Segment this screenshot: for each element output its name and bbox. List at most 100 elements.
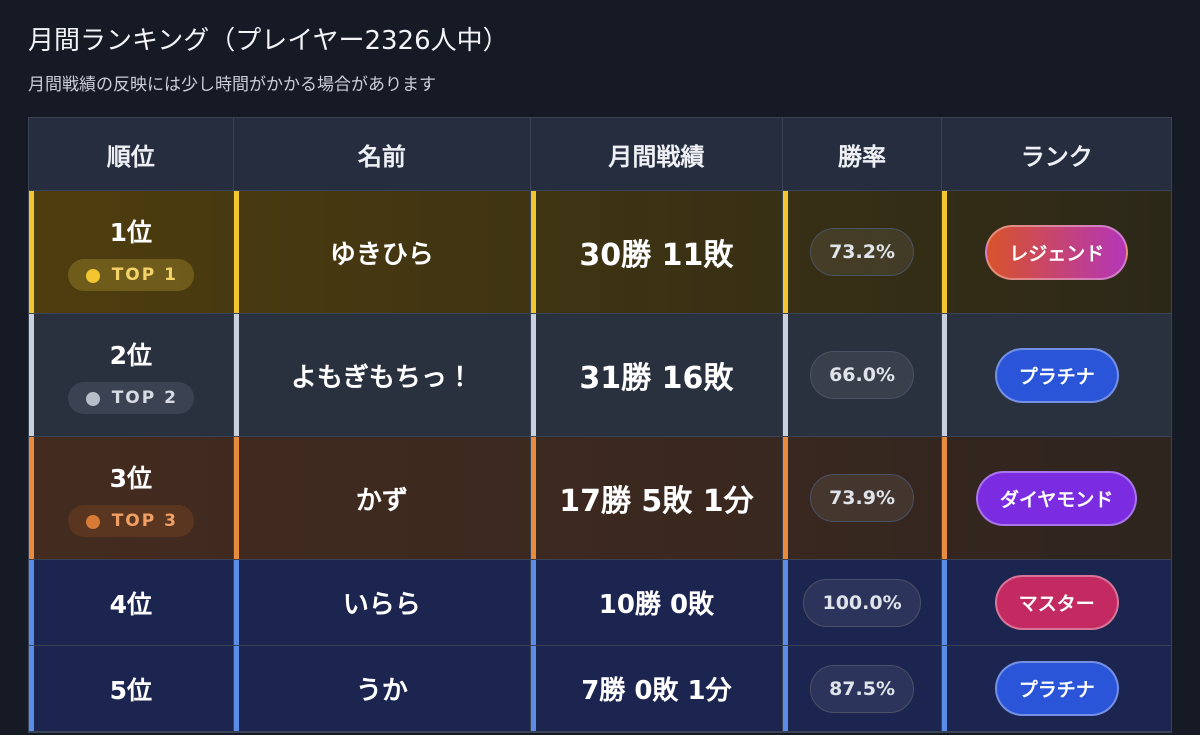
win-rate: 73.2% xyxy=(810,228,914,276)
badge-icon xyxy=(85,269,100,283)
row-accent xyxy=(782,191,788,313)
table-cell: プラチナ xyxy=(942,314,1171,437)
table-cell: 73.9% xyxy=(782,437,943,560)
table-cell: 100.0% xyxy=(782,560,943,646)
header-row: 順位 名前 月間戦績 勝率 ランク xyxy=(29,118,1171,191)
row-accent xyxy=(233,191,239,313)
table-cell: 30勝 11敗 xyxy=(531,191,783,314)
column-header: 月間戦績 xyxy=(531,118,783,191)
tier-pill: レジェンド xyxy=(985,224,1129,280)
table-row: 2位 TOP 2 よもぎもちっ！ 31勝 16敗 66.0% プラチナ xyxy=(29,314,1171,437)
row-accent xyxy=(782,646,788,731)
table-cell: よもぎもちっ！ xyxy=(233,314,532,437)
table-cell: ゆきひら xyxy=(233,191,532,314)
win-rate: 100.0% xyxy=(803,578,921,627)
player-name: よもぎもちっ！ xyxy=(290,362,473,393)
table-cell: 3位 TOP 3 xyxy=(29,437,234,560)
row-accent xyxy=(942,560,948,645)
player-name: いらら xyxy=(342,590,421,620)
icon-shape xyxy=(85,515,100,529)
top-badge: TOP 3 xyxy=(67,505,194,537)
badge-text: TOP 2 xyxy=(111,388,178,408)
row-accent xyxy=(29,560,34,645)
tier-pill: プラチナ xyxy=(994,347,1119,403)
monthly-record: 30勝 11敗 xyxy=(579,238,734,273)
badge-icon xyxy=(85,515,100,529)
table-cell: いらら xyxy=(233,560,532,646)
table-cell: 2位 TOP 2 xyxy=(29,314,234,437)
row-accent xyxy=(233,437,239,559)
monthly-record: 10勝 0敗 xyxy=(598,590,715,620)
badge-text: TOP 1 xyxy=(111,265,178,285)
table-row: 5位 うか 7勝 0敗 1分 87.5% プラチナ xyxy=(29,646,1171,732)
page-subtitle: 月間戦績の反映には少し時間がかかる場合があります xyxy=(28,75,436,95)
table-cell: 4位 xyxy=(29,560,234,646)
table-cell: 73.2% xyxy=(782,191,943,314)
row-accent xyxy=(531,191,537,313)
table-cell: 87.5% xyxy=(782,646,943,732)
row-accent xyxy=(29,191,34,313)
top-badge: TOP 1 xyxy=(67,259,194,291)
row-accent xyxy=(531,560,537,645)
badge-icon xyxy=(85,392,100,406)
table-cell: 7勝 0敗 1分 xyxy=(531,646,783,732)
rank-label: 5位 xyxy=(109,675,153,705)
row-accent xyxy=(782,314,788,436)
ranking-table: 順位 名前 月間戦績 勝率 ランク 1位 TOP 1 ゆきひら 30勝 11敗 73.2% レジェン… xyxy=(28,117,1172,733)
table-row: 3位 TOP 3 かず 17勝 5敗 1分 73.9% ダイヤモンド xyxy=(29,437,1171,560)
tier-pill: ダイヤモンド xyxy=(975,470,1138,526)
win-rate: 87.5% xyxy=(810,664,914,713)
row-accent xyxy=(942,191,948,313)
monthly-record: 31勝 16敗 xyxy=(579,361,734,396)
row-accent xyxy=(233,560,239,645)
row-accent xyxy=(782,560,788,645)
row-accent xyxy=(29,314,34,436)
table-cell: レジェンド xyxy=(942,191,1171,314)
row-accent xyxy=(531,314,537,436)
table-cell: 1位 TOP 1 xyxy=(29,191,234,314)
page-title: 月間ランキング（プレイヤー2326人中） xyxy=(28,26,509,56)
win-rate: 73.9% xyxy=(810,474,914,522)
badge-text: TOP 3 xyxy=(111,511,178,531)
rank-label: 1位 xyxy=(109,218,153,247)
row-accent xyxy=(531,646,537,731)
icon-shape xyxy=(85,269,100,283)
table-cell: 10勝 0敗 xyxy=(531,560,783,646)
table-row: 1位 TOP 1 ゆきひら 30勝 11敗 73.2% レジェンド xyxy=(29,191,1171,314)
monthly-record: 7勝 0敗 1分 xyxy=(581,676,732,706)
row-accent xyxy=(531,437,537,559)
row-accent xyxy=(942,646,948,731)
row-accent xyxy=(782,437,788,559)
row-accent xyxy=(233,646,239,731)
table-cell: 17勝 5敗 1分 xyxy=(531,437,783,560)
column-header: 名前 xyxy=(233,118,532,191)
row-accent xyxy=(29,437,34,559)
table-cell: 66.0% xyxy=(782,314,943,437)
table-cell: 5位 xyxy=(29,646,234,732)
row-accent xyxy=(942,437,948,559)
column-header: 順位 xyxy=(29,118,234,191)
player-name: うか xyxy=(355,676,408,706)
table-cell: 31勝 16敗 xyxy=(531,314,783,437)
table-cell: プラチナ xyxy=(942,646,1171,732)
table-cell: ダイヤモンド xyxy=(942,437,1171,560)
column-header: 勝率 xyxy=(782,118,943,191)
column-header: ランク xyxy=(942,118,1171,191)
win-rate: 66.0% xyxy=(810,351,914,399)
monthly-record: 17勝 5敗 1分 xyxy=(559,484,754,519)
row-accent xyxy=(942,314,948,436)
row-accent xyxy=(233,314,239,436)
player-name: ゆきひら xyxy=(329,239,434,270)
rank-label: 3位 xyxy=(109,464,153,493)
rank-label: 4位 xyxy=(109,589,153,619)
table-cell: うか xyxy=(233,646,532,732)
rank-label: 2位 xyxy=(109,341,153,370)
table-cell: マスター xyxy=(942,560,1171,646)
table-cell: かず xyxy=(233,437,532,560)
table-row: 4位 いらら 10勝 0敗 100.0% マスター xyxy=(29,560,1171,646)
icon-shape xyxy=(85,392,100,406)
tier-pill: プラチナ xyxy=(994,661,1119,716)
tier-pill: マスター xyxy=(994,575,1119,630)
player-name: かず xyxy=(355,485,408,516)
